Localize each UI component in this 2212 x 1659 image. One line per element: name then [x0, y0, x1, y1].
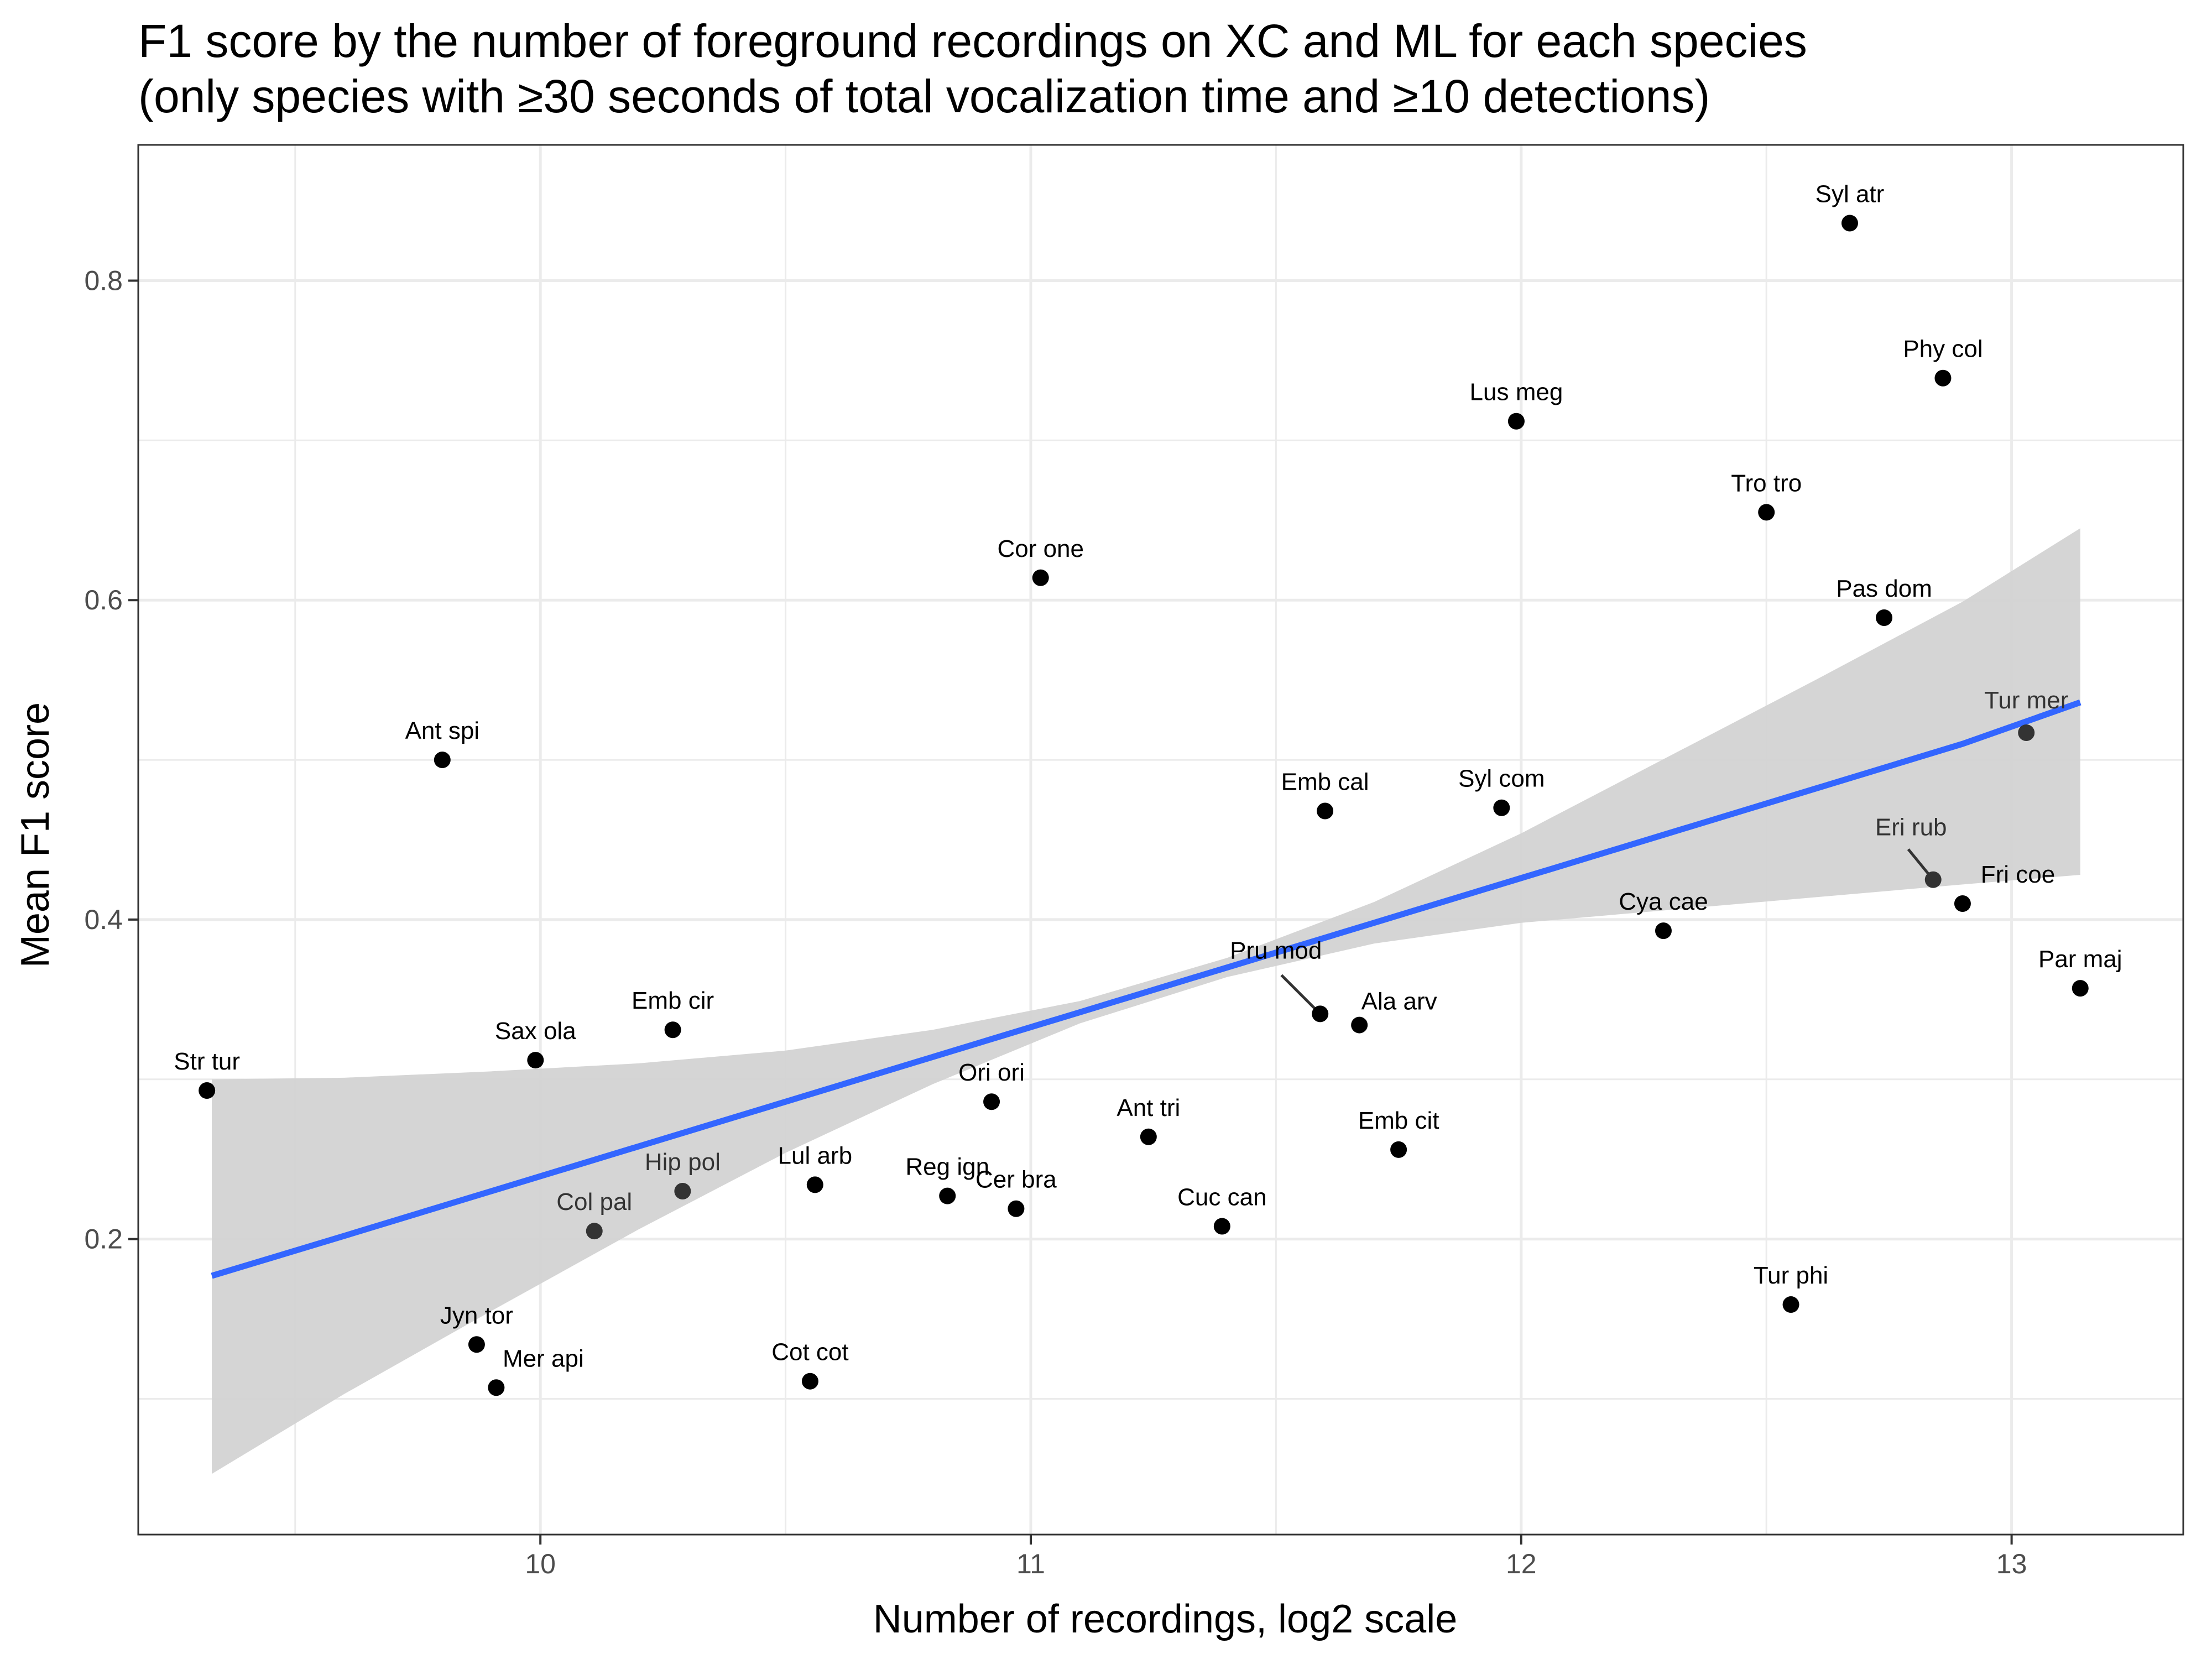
- leader-line: [1280, 974, 1321, 1015]
- chart-title: F1 score by the number of foreground rec…: [138, 15, 1807, 67]
- data-point: [1954, 895, 1971, 912]
- x-tick-label: 11: [1016, 1548, 1045, 1579]
- x-axis-title: Number of recordings, log2 scale: [873, 1597, 1458, 1641]
- data-point: [1493, 799, 1510, 816]
- data-point: [434, 752, 451, 769]
- data-point: [1782, 1296, 1799, 1313]
- y-tick-label: 0.2: [84, 1224, 123, 1255]
- point-label: Emb cit: [1358, 1107, 1439, 1134]
- x-axis-ticks: 10 11 12 13: [525, 1535, 2027, 1579]
- y-tick-label: 0.4: [84, 904, 123, 935]
- point-label: Cor one: [997, 535, 1084, 562]
- data-point: [199, 1082, 216, 1099]
- point-label: Syl atr: [1815, 181, 1885, 208]
- point-label: Pas dom: [1836, 575, 1932, 602]
- point-label: Sax ola: [495, 1018, 576, 1045]
- trend-line: [211, 699, 2081, 1279]
- data-points: [199, 215, 2089, 1396]
- point-label: Col pal: [556, 1188, 632, 1215]
- data-point: [1390, 1141, 1407, 1158]
- point-label: Cya cae: [1619, 888, 1708, 915]
- y-axis-ticks: 0.2 0.4 0.6 0.8: [84, 265, 138, 1255]
- x-tick-label: 13: [1996, 1548, 2027, 1579]
- confidence-band: [212, 528, 2080, 1474]
- y-tick-label: 0.6: [84, 585, 123, 615]
- data-point: [939, 1187, 956, 1204]
- data-point: [1841, 215, 1858, 232]
- point-label: Jyn tor: [440, 1302, 513, 1329]
- point-label: Reg ign: [905, 1154, 989, 1181]
- x-tick-label: 12: [1506, 1548, 1537, 1579]
- point-label: Phy col: [1903, 336, 1983, 363]
- point-label: Hip pol: [645, 1149, 721, 1176]
- data-point: [488, 1379, 505, 1396]
- point-label: Cot cot: [771, 1339, 848, 1366]
- data-point: [1934, 369, 1952, 387]
- point-label: Ala arv: [1361, 988, 1437, 1015]
- data-point: [1655, 922, 1672, 940]
- data-point: [674, 1182, 691, 1199]
- confidence-band-layer: [212, 528, 2080, 1474]
- y-axis-title: Mean F1 score: [13, 702, 58, 968]
- panel-border: [137, 144, 2184, 1536]
- data-point: [983, 1093, 1000, 1110]
- x-tick-label: 10: [525, 1548, 556, 1579]
- data-point: [1008, 1200, 1025, 1217]
- data-point: [1876, 609, 1893, 626]
- point-label: Ant spi: [405, 717, 480, 744]
- data-point: [586, 1223, 603, 1240]
- point-label: Par maj: [2038, 946, 2122, 973]
- point-label: Tur mer: [1984, 687, 2068, 714]
- point-label: Tur phi: [1754, 1262, 1828, 1289]
- point-label: Str tur: [174, 1048, 240, 1075]
- point-label: Pru mod: [1230, 937, 1322, 964]
- point-label: Lus meg: [1470, 379, 1563, 406]
- data-point: [468, 1336, 485, 1353]
- point-label: Ant tri: [1117, 1094, 1180, 1121]
- y-tick-label: 0.8: [84, 265, 123, 296]
- data-point: [1312, 1005, 1329, 1022]
- data-point: [1317, 802, 1334, 820]
- data-point: [1140, 1128, 1157, 1145]
- data-point: [2072, 980, 2089, 997]
- data-point: [527, 1052, 544, 1069]
- data-point: [1507, 413, 1525, 430]
- chart-subtitle: (only species with ≥30 seconds of total …: [138, 70, 1710, 122]
- point-label: Emb cal: [1281, 769, 1369, 796]
- point-label: Emb cir: [632, 987, 714, 1014]
- point-label: Lul arb: [778, 1142, 853, 1169]
- data-point: [2018, 724, 2035, 741]
- data-point: [1032, 569, 1049, 586]
- point-label: Fri coe: [1981, 861, 2055, 888]
- point-label: Ori ori: [958, 1059, 1025, 1086]
- point-label: Cer bra: [975, 1166, 1057, 1193]
- point-label: Eri rub: [1875, 814, 1947, 841]
- point-label: Syl com: [1458, 765, 1545, 792]
- data-point: [1758, 504, 1775, 521]
- data-point: [1213, 1218, 1230, 1235]
- data-point: [801, 1373, 818, 1390]
- trend-line-layer: [211, 699, 2081, 1279]
- data-point: [1924, 871, 1942, 888]
- point-label: Tro tro: [1731, 469, 1802, 497]
- point-label: Mer api: [503, 1345, 584, 1372]
- data-point: [1351, 1016, 1368, 1034]
- point-labels: Syl atr Phy col Lus meg Tro tro Cor one Pas d…: [174, 181, 2122, 1373]
- data-point: [806, 1176, 823, 1193]
- point-label: Cuc can: [1177, 1184, 1266, 1211]
- data-point: [664, 1021, 681, 1039]
